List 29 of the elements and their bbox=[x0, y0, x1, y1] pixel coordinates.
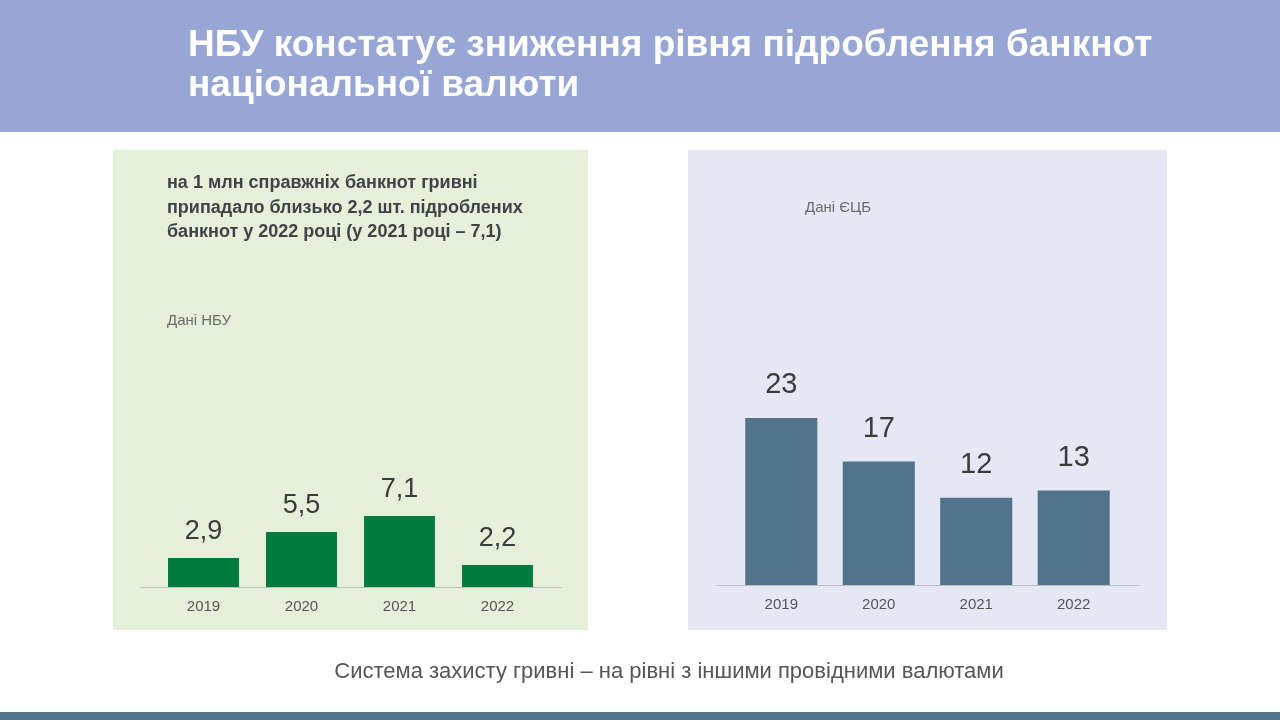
x-tick-label: 2019 bbox=[186, 596, 221, 614]
bar bbox=[266, 532, 337, 587]
bar bbox=[168, 558, 239, 587]
data-label: 2,2 bbox=[478, 522, 517, 552]
text: Дані ЄЦБ bbox=[805, 198, 872, 215]
data-label: 23 bbox=[765, 367, 798, 399]
data-label: 7,1 bbox=[380, 473, 419, 503]
x-tick-label: 2020 bbox=[284, 596, 319, 614]
data-label: 5,5 bbox=[282, 489, 321, 519]
x-tick-label: 2021 bbox=[382, 596, 417, 614]
text: Дані НБУ bbox=[167, 311, 232, 328]
data-label: 12 bbox=[960, 446, 993, 479]
x-tick-label: 2019 bbox=[764, 594, 798, 612]
text: Система захисту гривні – на рівні з іншими провідними валютами bbox=[334, 658, 1004, 683]
bar bbox=[940, 497, 1013, 585]
x-tick-label: 2020 bbox=[862, 594, 896, 612]
data-label: 2,9 bbox=[184, 515, 223, 545]
chart-subtitle: на 1 млн справжніх банкнот гривні припадало близько 2,2 шт. підроблених банкнот у 2022 році (у 2021 році – 7,1) bbox=[167, 172, 523, 241]
bar bbox=[745, 418, 818, 585]
data-label: 13 bbox=[1057, 439, 1090, 472]
bar bbox=[1037, 490, 1110, 585]
x-tick-label: 2021 bbox=[959, 594, 993, 612]
bar bbox=[462, 565, 533, 587]
x-tick-label: 2022 bbox=[480, 596, 515, 614]
bar bbox=[364, 516, 435, 587]
x-tick-label: 2022 bbox=[1057, 594, 1091, 612]
data-label: 17 bbox=[862, 410, 895, 443]
text: НБУ констатує зниження рівня підроблення банкнот національної валюти bbox=[188, 23, 1153, 104]
bar bbox=[842, 461, 915, 585]
